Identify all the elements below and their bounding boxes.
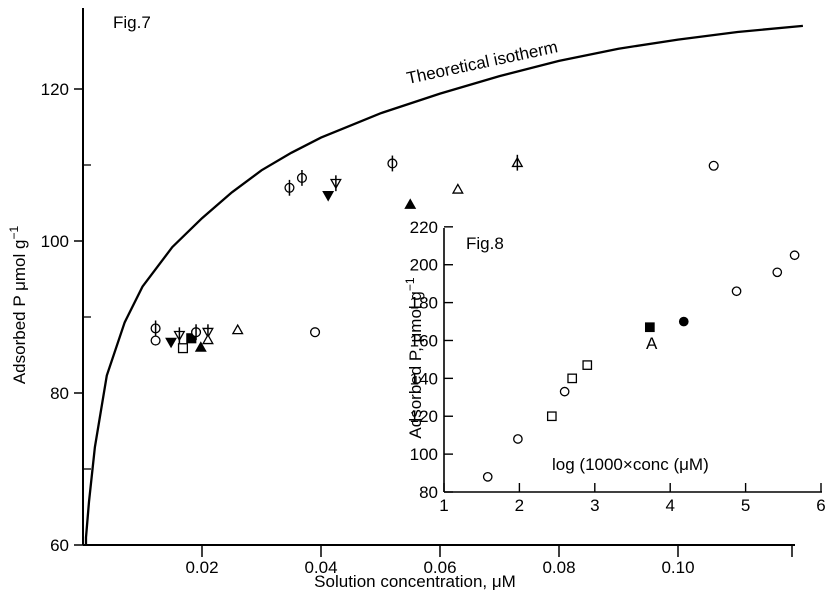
fig7-y-tick-label: 120 bbox=[41, 80, 69, 99]
fig8-point bbox=[644, 322, 655, 333]
fig8-data-points bbox=[482, 250, 800, 482]
fig8-y-tick-label: 180 bbox=[410, 294, 438, 313]
fig8-y-tick-label: 200 bbox=[410, 256, 438, 275]
fig8-y-tick-label: 120 bbox=[410, 407, 438, 426]
fig7-point bbox=[177, 343, 189, 354]
fig8-y-axis-label-sup: −1 bbox=[403, 277, 417, 291]
fig7-point bbox=[708, 160, 719, 171]
fig8-x-tick-label: 5 bbox=[741, 496, 750, 515]
fig7-point bbox=[296, 170, 308, 186]
fig8-y-axis-label: Adsorbed P, μmol g−1 bbox=[403, 277, 425, 438]
fig8-x-tick-label: 6 bbox=[816, 496, 825, 515]
fig8-point bbox=[731, 286, 742, 297]
fig7-y-tick-label: 60 bbox=[50, 536, 69, 555]
fig7-y-axis-label: Adsorbed P μmol g−1 bbox=[7, 226, 29, 385]
fig8-y-tick-label: 220 bbox=[410, 218, 438, 237]
fig8-x-ticks: 1 2 3 4 5 6 bbox=[439, 483, 826, 515]
fig7-y-tick-label: 100 bbox=[41, 232, 69, 251]
fig8-point bbox=[559, 386, 570, 397]
fig7-point bbox=[284, 179, 295, 196]
fig8-y-tick-label: 140 bbox=[410, 369, 438, 388]
fig7-y-axis-label-text: Adsorbed P μmol g bbox=[10, 240, 29, 385]
fig7-point bbox=[387, 155, 398, 172]
fig8-y-axis-label-text: Adsorbed P, μmol g bbox=[406, 291, 425, 438]
fig7-label: Fig.7 bbox=[113, 13, 151, 32]
fig8-x-axis-label: log (1000×conc (μM) bbox=[552, 455, 709, 474]
fig8-point bbox=[482, 471, 493, 482]
fig7-point bbox=[231, 323, 244, 335]
fig8-annotation-a: A bbox=[646, 334, 658, 353]
fig7-point bbox=[404, 198, 417, 209]
fig8-point bbox=[789, 250, 800, 261]
fig8-y-tick-label: 100 bbox=[410, 445, 438, 464]
fig7-x-tick-label: 0.08 bbox=[542, 558, 575, 577]
fig8-inset-plot: Fig.8 80 100 120 140 160 180 200 220 1 2 3 4 5 6 A l… bbox=[403, 218, 826, 515]
fig8-point bbox=[582, 360, 593, 370]
fig8-y-ticks: 80 100 120 140 160 180 200 220 bbox=[410, 218, 453, 502]
fig7-point bbox=[451, 183, 464, 194]
fig7-x-tick-label: 0.02 bbox=[185, 558, 218, 577]
fig7-point bbox=[329, 175, 342, 192]
fig7-x-tick-label: 0.10 bbox=[661, 558, 694, 577]
fig8-point bbox=[567, 373, 578, 384]
fig7-point bbox=[150, 320, 161, 337]
fig7-point bbox=[165, 337, 178, 349]
theoretical-isotherm-curve bbox=[84, 24, 804, 546]
fig8-x-tick-label: 2 bbox=[515, 496, 524, 515]
fig8-x-tick-label: 3 bbox=[590, 496, 599, 515]
fig7-point bbox=[511, 154, 524, 171]
fig7-x-tick-label: 0.04 bbox=[304, 558, 337, 577]
fig8-point bbox=[513, 434, 523, 444]
fig7-point bbox=[173, 327, 186, 344]
fig7-point bbox=[322, 191, 335, 202]
fig8-label: Fig.8 bbox=[466, 234, 504, 253]
fig7-y-tick-label: 80 bbox=[50, 384, 69, 403]
fig7-y-axis-label-sup: −1 bbox=[7, 226, 21, 240]
fig8-point bbox=[772, 267, 783, 278]
fig7-point bbox=[201, 333, 214, 345]
fig7-y-ticks: 60 80 100 120 bbox=[41, 80, 91, 555]
fig8-point bbox=[678, 316, 689, 327]
fig8-y-tick-label: 80 bbox=[419, 483, 438, 502]
fig8-point bbox=[546, 411, 557, 422]
fig7-point bbox=[191, 324, 202, 341]
fig8-background bbox=[441, 221, 825, 496]
fig7-x-axis-label: Solution concentration, μM bbox=[314, 572, 516, 591]
fig7-point bbox=[150, 335, 161, 346]
fig7-point bbox=[194, 341, 207, 352]
fig8-x-tick-label: 1 bbox=[439, 496, 448, 515]
fig8-x-tick-label: 4 bbox=[665, 496, 674, 515]
fig7-x-tick-label: 0.06 bbox=[423, 558, 456, 577]
fig7-point bbox=[309, 327, 321, 338]
fig7-data-points bbox=[150, 154, 719, 354]
fig8-y-tick-label: 160 bbox=[410, 331, 438, 350]
fig7-x-ticks: 0.02 0.04 0.06 0.08 0.10 bbox=[185, 545, 793, 577]
